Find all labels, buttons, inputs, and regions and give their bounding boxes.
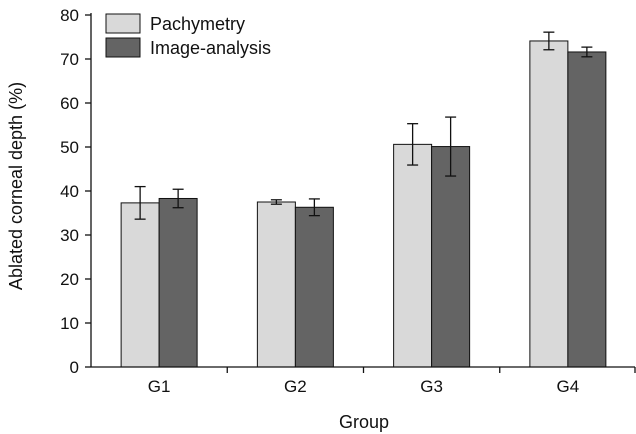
error-bar-g4-image-analysis — [581, 46, 593, 58]
y-tick-label-10: 10 — [60, 314, 79, 333]
bar-g3-image-analysis — [431, 146, 471, 368]
x-tick-label-g2: G2 — [284, 377, 307, 396]
bar-g2-pachymetry — [256, 201, 296, 368]
error-bar-g1-pachymetry — [134, 185, 146, 220]
x-axis-title: Group — [339, 412, 389, 432]
error-bar-g3-pachymetry — [407, 123, 419, 166]
legend-swatch-pachymetry — [105, 13, 141, 34]
tick-labels-layer: G1 G2 G3 G4 0 10 20 30 40 50 60 70 80 — [60, 6, 579, 396]
bar-g2-image-analysis — [294, 206, 334, 368]
axes-layer — [85, 13, 636, 373]
y-tick-label-50: 50 — [60, 138, 79, 157]
y-tick-label-20: 20 — [60, 270, 79, 289]
x-tick-label-g1: G1 — [148, 377, 171, 396]
legend: Pachymetry Image-analysis — [105, 13, 271, 58]
bar-g4-image-analysis — [567, 51, 607, 368]
x-tick-label-g4: G4 — [557, 377, 580, 396]
bar-g1-pachymetry — [120, 202, 160, 368]
legend-label-image-analysis: Image-analysis — [150, 38, 271, 58]
bar-g4-pachymetry — [529, 40, 569, 368]
y-tick-label-0: 0 — [70, 358, 79, 377]
legend-swatch-image-analysis — [105, 37, 141, 58]
y-axis-title: Ablated corneal depth (%) — [6, 82, 26, 290]
error-bar-g2-pachymetry — [270, 199, 282, 205]
legend-label-pachymetry: Pachymetry — [150, 14, 245, 34]
error-bar-g1-image-analysis — [172, 188, 184, 209]
y-tick-label-60: 60 — [60, 94, 79, 113]
error-bar-g4-pachymetry — [543, 31, 555, 51]
y-tick-label-80: 80 — [60, 6, 79, 25]
bar-g3-pachymetry — [393, 143, 433, 368]
bars-layer — [120, 40, 607, 368]
y-tick-label-40: 40 — [60, 182, 79, 201]
bar-g1-image-analysis — [158, 197, 198, 368]
y-tick-label-70: 70 — [60, 50, 79, 69]
error-bar-g2-image-analysis — [308, 198, 320, 217]
y-tick-label-30: 30 — [60, 226, 79, 245]
x-tick-label-g3: G3 — [420, 377, 443, 396]
error-bar-g3-image-analysis — [445, 116, 457, 177]
error-bars-layer — [134, 31, 593, 220]
